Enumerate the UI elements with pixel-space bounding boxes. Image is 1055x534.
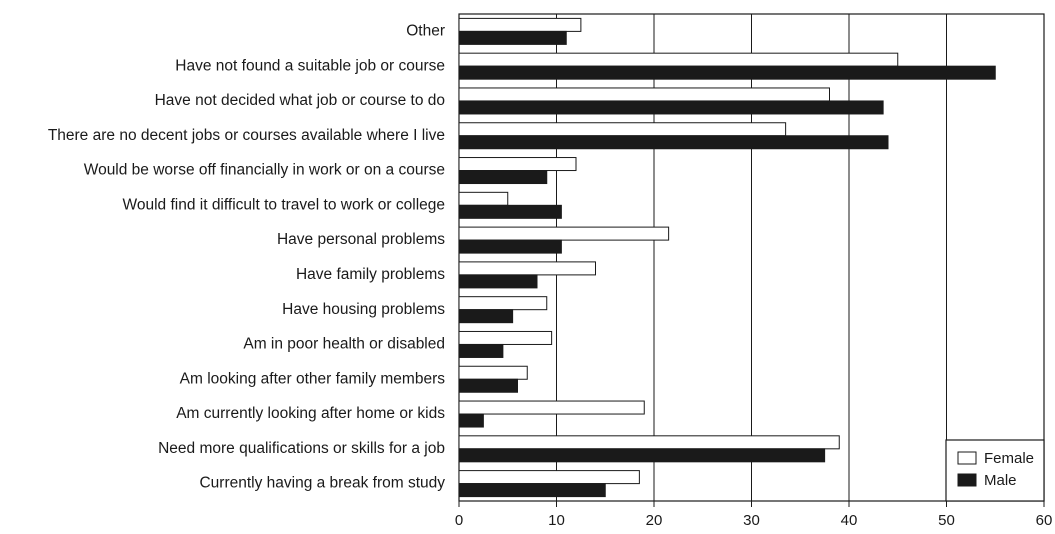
legend-swatch-male <box>957 473 977 487</box>
legend: Female Male <box>945 439 1045 502</box>
x-tick-label: 50 <box>938 512 955 529</box>
x-tick-label: 10 <box>548 512 565 529</box>
category-label: Have not decided what job or course to d… <box>155 92 445 109</box>
legend-box <box>945 439 1045 502</box>
bar-male <box>458 65 996 80</box>
category-label: There are no decent jobs or courses avai… <box>48 127 445 144</box>
bar-male <box>458 204 562 219</box>
bars <box>458 17 996 498</box>
category-label: Am currently looking after home or kids <box>176 405 445 422</box>
category-label: Am in poor health or disabled <box>243 336 445 353</box>
bar-male <box>458 239 562 254</box>
category-label: Would be worse off financially in work o… <box>84 162 445 179</box>
category-label: Have housing problems <box>282 301 445 318</box>
category-labels: Other Have not found a suitable job or co… <box>48 22 445 491</box>
bar-male <box>458 343 504 358</box>
bar-male <box>458 100 884 115</box>
category-label: Need more qualifications or skills for a… <box>158 440 445 457</box>
bar-male <box>458 30 567 45</box>
bar-female <box>458 226 670 241</box>
legend-label-female: Female <box>984 450 1034 467</box>
bar-female <box>458 330 553 345</box>
bar-female <box>458 122 787 137</box>
bar-female <box>458 470 640 485</box>
bar-female <box>458 400 645 415</box>
bar-female <box>458 17 582 32</box>
category-label: Other <box>406 22 445 39</box>
bar-female <box>458 365 528 380</box>
bar-female <box>458 296 548 311</box>
bar-female <box>458 191 509 206</box>
bar-male <box>458 274 538 289</box>
bar-female <box>458 87 830 102</box>
category-label: Would find it difficult to travel to wor… <box>123 196 446 213</box>
bar-female <box>458 52 899 67</box>
legend-swatch-female <box>957 451 977 465</box>
category-label: Have not found a suitable job or course <box>175 57 445 74</box>
category-label: Currently having a break from study <box>199 475 445 492</box>
bar-male <box>458 170 548 185</box>
category-label: Am looking after other family members <box>180 370 446 387</box>
bar-female <box>458 435 840 450</box>
x-tick-label: 20 <box>646 512 663 529</box>
bar-male <box>458 448 826 463</box>
x-tick-label: 30 <box>743 512 760 529</box>
x-tick-label: 60 <box>1036 512 1053 529</box>
bar-male <box>458 483 606 498</box>
bar-male <box>458 413 484 428</box>
bar-male <box>458 135 889 150</box>
bar-female <box>458 157 577 172</box>
x-axis: 0 10 20 30 40 50 60 <box>455 501 1053 529</box>
x-tick-label: 0 <box>455 512 463 529</box>
x-tick-label: 40 <box>841 512 858 529</box>
bar-male <box>458 309 514 324</box>
legend-label-male: Male <box>984 472 1017 489</box>
category-label: Have family problems <box>296 266 445 283</box>
bar-female <box>458 261 596 276</box>
bar-male <box>458 378 518 393</box>
category-label: Have personal problems <box>277 231 445 248</box>
